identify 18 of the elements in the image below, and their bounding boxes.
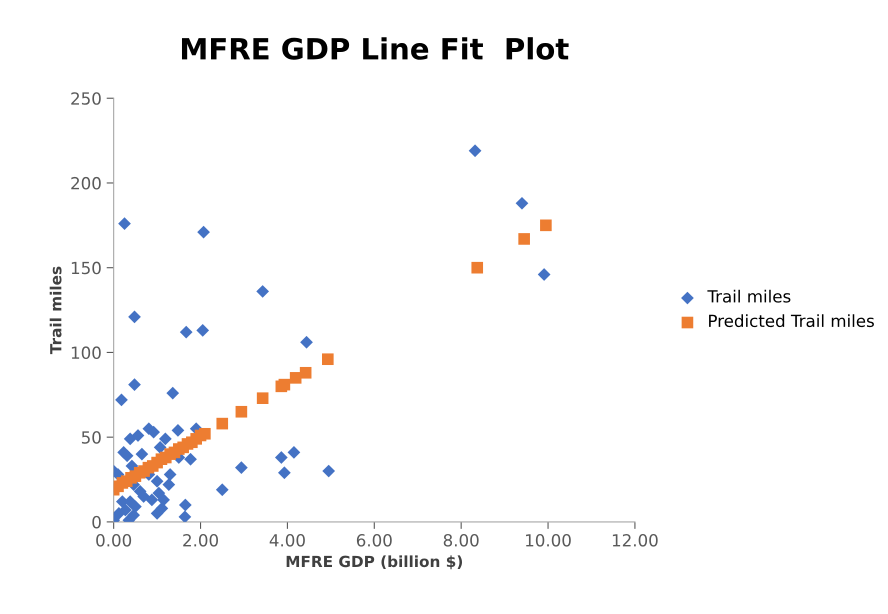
x-axis-title: MFRE GDP (billion $) — [286, 555, 462, 570]
y-tick-label: 50 — [82, 431, 101, 444]
x-tick-label: 6.00 — [356, 534, 392, 547]
y-axis-title: Trail miles — [50, 266, 62, 354]
x-tick-label: 12.00 — [612, 534, 658, 547]
x-tick-label: 4.00 — [270, 534, 305, 547]
x-tick-label: 8.00 — [444, 534, 479, 547]
chart-title: MFRE GDP Line Fit Plot — [182, 37, 569, 60]
y-tick-label: 200 — [71, 176, 101, 190]
y-tick-label: 150 — [72, 262, 101, 274]
x-tick-label: 0.00 — [96, 534, 132, 547]
legend-label: Predicted Trail miles — [709, 314, 874, 328]
legend-label: Trail miles — [707, 290, 790, 303]
y-tick-label: 100 — [72, 346, 101, 360]
x-tick-label: 10.00 — [526, 534, 571, 547]
y-tick-label: 0 — [92, 516, 101, 528]
y-tick-label: 250 — [71, 92, 101, 105]
x-tick-label: 2.00 — [183, 534, 218, 547]
